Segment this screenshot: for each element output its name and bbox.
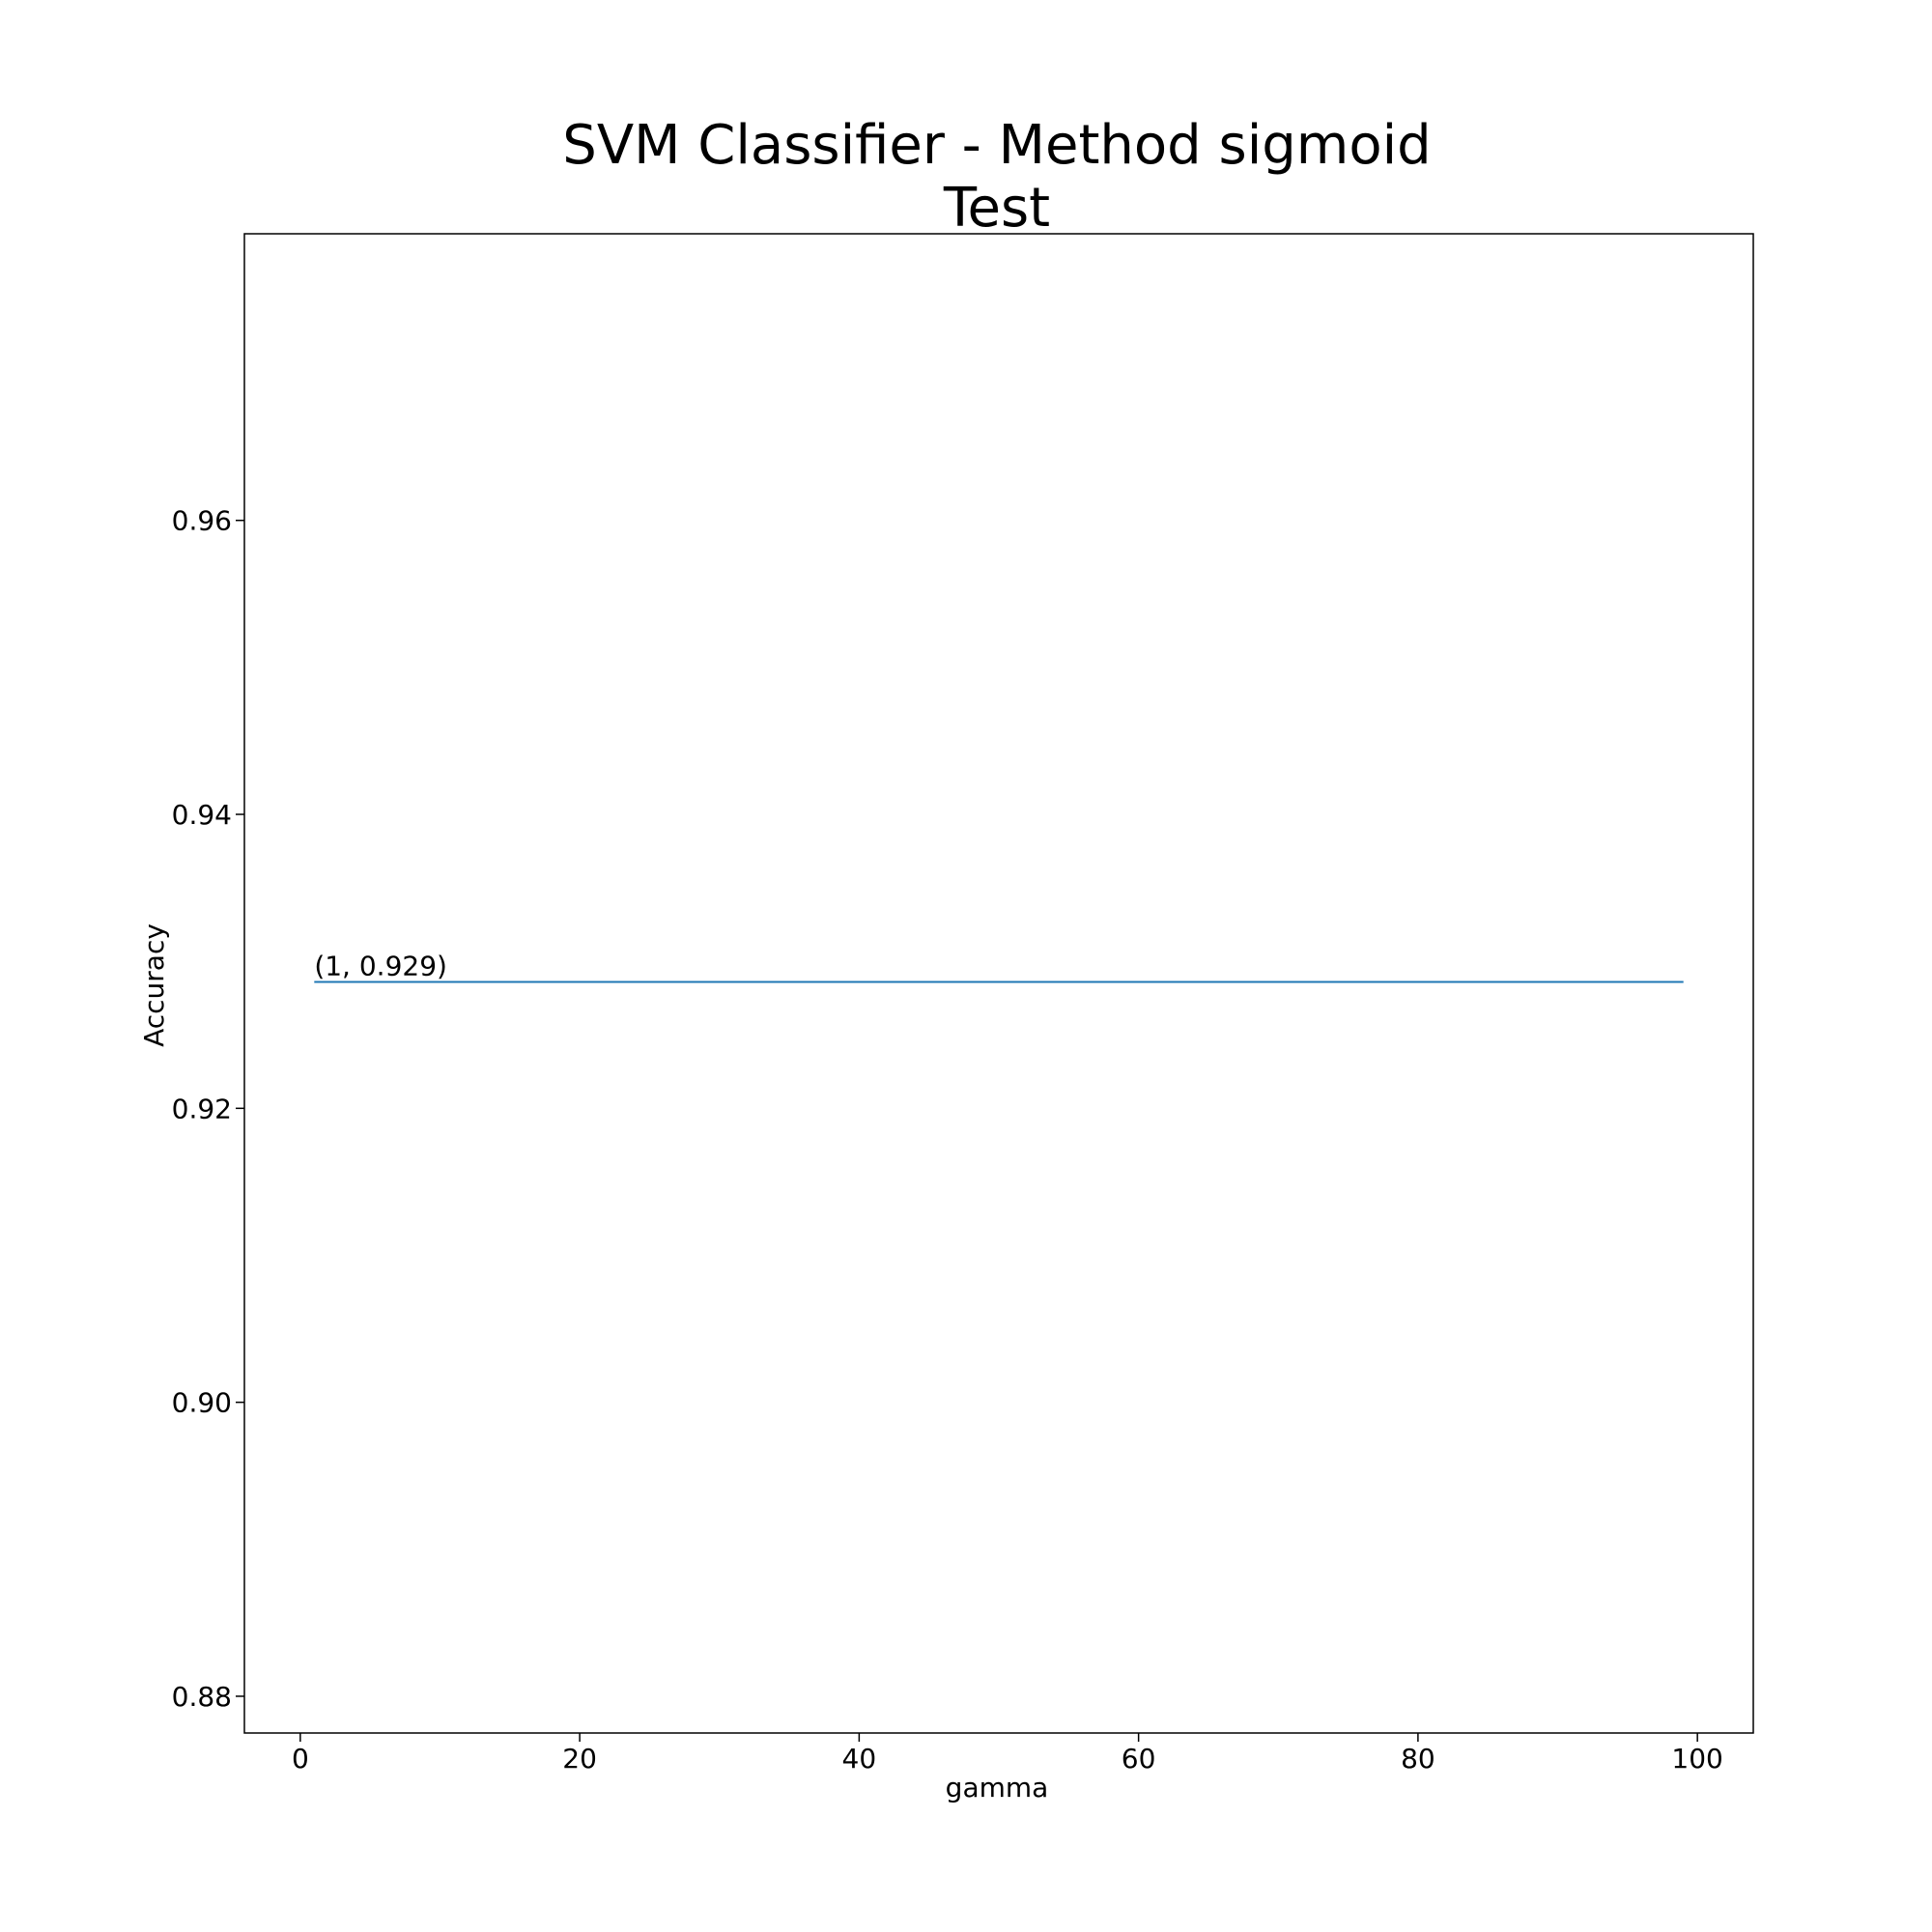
chart-subtitle: Test bbox=[943, 177, 1050, 240]
x-tick-label: 80 bbox=[1401, 1743, 1435, 1775]
y-tick-label: 0.94 bbox=[172, 799, 232, 831]
x-tick-label: 40 bbox=[842, 1743, 877, 1775]
chart-title: SVM Classifier - Method sigmoid bbox=[562, 114, 1431, 177]
y-axis-label: Accuracy bbox=[138, 923, 170, 1047]
y-tick-label: 0.96 bbox=[172, 505, 232, 537]
y-tick-label: 0.92 bbox=[172, 1093, 232, 1124]
x-tick-label: 20 bbox=[562, 1743, 597, 1775]
x-tick-label: 0 bbox=[292, 1743, 309, 1775]
axes-frame bbox=[243, 233, 1754, 1734]
x-tick-label: 60 bbox=[1122, 1743, 1156, 1775]
x-axis-label: gamma bbox=[946, 1772, 1049, 1804]
x-tick-label: 100 bbox=[1671, 1743, 1722, 1775]
point-annotation: (1, 0.929) bbox=[314, 950, 447, 981]
plot-area: 0 20 40 60 80 100 0.88 0.90 0.92 0.94 0.96 (1, 0.92… bbox=[172, 233, 1754, 1775]
y-tick-label: 0.88 bbox=[172, 1681, 232, 1713]
y-tick-label: 0.90 bbox=[172, 1387, 232, 1419]
